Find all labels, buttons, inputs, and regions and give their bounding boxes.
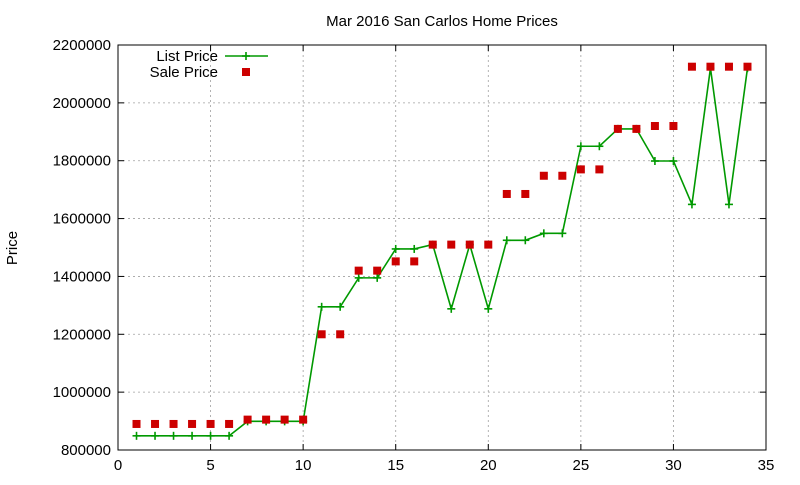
sale-price-point <box>151 419 160 428</box>
plot-frame <box>117 44 767 451</box>
sale-price-point <box>336 330 345 339</box>
list-price-point <box>521 236 530 245</box>
sale-price-point <box>373 266 382 275</box>
sale-price-point <box>724 62 733 71</box>
list-price-point <box>724 200 733 209</box>
x-tick-label: 10 <box>295 457 312 474</box>
list-price-point <box>558 229 567 238</box>
sale-price-point <box>225 419 234 428</box>
list-price-point <box>576 142 585 151</box>
y-axis-label: Price <box>4 231 21 265</box>
sale-price-point <box>280 415 289 424</box>
y-tick-label: 2000000 <box>53 95 111 112</box>
x-tick-label: 20 <box>480 457 497 474</box>
list-price-point <box>169 431 178 440</box>
sale-price-point <box>743 62 752 71</box>
list-price-point <box>410 244 419 253</box>
legend-label-list-price: List Price <box>156 48 218 65</box>
sale-price-point <box>632 124 641 133</box>
list-price-point <box>502 236 511 245</box>
y-tick-label: 2200000 <box>53 37 111 54</box>
x-tick-label: 35 <box>758 457 775 474</box>
sale-price-point <box>188 419 197 428</box>
x-tick-label: 25 <box>573 457 590 474</box>
sale-price-point <box>299 415 308 424</box>
sale-price-point <box>447 240 456 249</box>
sale-price-point <box>428 240 437 249</box>
y-tick-label: 1200000 <box>53 326 111 343</box>
list-price-point <box>391 244 400 253</box>
sale-price-point <box>539 171 548 180</box>
sale-price-point <box>169 419 178 428</box>
legend-marker-list-price <box>242 52 250 60</box>
sale-price-point <box>317 330 326 339</box>
x-tick-label: 5 <box>206 457 214 474</box>
list-price-point <box>595 142 604 151</box>
sale-price-point <box>465 240 474 249</box>
list-price-point <box>225 431 234 440</box>
list-price-point <box>539 229 548 238</box>
y-tick-label: 1400000 <box>53 268 111 285</box>
list-price-point <box>354 273 363 282</box>
sale-price-point <box>687 62 696 71</box>
tick-labels: 0 5 10 15 20 25 30 35 800000 1000000 1200000 140000… <box>53 37 775 474</box>
sale-price-point <box>576 165 585 174</box>
list-price-point <box>484 304 493 313</box>
sale-price-point <box>410 257 419 266</box>
legend-marker-sale-price <box>242 68 250 76</box>
list-price-point <box>132 431 141 440</box>
sale-price-point <box>354 266 363 275</box>
list-price-point <box>373 273 382 282</box>
list-price-point <box>669 157 678 166</box>
sale-price-point <box>484 240 493 249</box>
series-list-price <box>132 64 752 440</box>
x-tick-label: 0 <box>114 457 122 474</box>
list-price-point <box>317 302 326 311</box>
series <box>132 62 752 440</box>
sale-price-point <box>595 165 604 174</box>
sale-price-point <box>613 124 622 133</box>
legend-label-sale-price: Sale Price <box>150 64 218 81</box>
sale-price-point <box>650 122 659 130</box>
x-tick-label: 30 <box>665 457 682 474</box>
y-tick-label: 1600000 <box>53 211 111 228</box>
list-price-point <box>206 431 215 440</box>
y-tick-label: 800000 <box>61 442 111 459</box>
sale-price-point <box>262 415 271 424</box>
sale-price-point <box>521 189 530 198</box>
sale-price-point <box>132 419 141 428</box>
list-price-line <box>136 68 749 437</box>
sale-price-point <box>502 189 511 198</box>
sale-price-point <box>243 415 252 424</box>
series-sale-price <box>132 62 752 428</box>
x-tick-label: 15 <box>387 457 404 474</box>
list-price-point <box>447 304 456 313</box>
axis-ticks <box>117 44 767 451</box>
list-price-point <box>151 431 160 440</box>
sale-price-point <box>706 62 715 71</box>
list-price-point <box>188 431 197 440</box>
sale-price-point <box>669 122 678 130</box>
grid <box>118 45 766 450</box>
y-tick-label: 1000000 <box>53 384 111 401</box>
list-price-point <box>650 157 659 166</box>
chart-title: Mar 2016 San Carlos Home Prices <box>326 13 558 30</box>
list-price-point <box>336 302 345 311</box>
y-tick-label: 1800000 <box>53 153 111 170</box>
sale-price-point <box>391 257 400 266</box>
sale-price-point <box>558 171 567 180</box>
sale-price-point <box>206 419 215 428</box>
list-price-point <box>687 200 696 209</box>
